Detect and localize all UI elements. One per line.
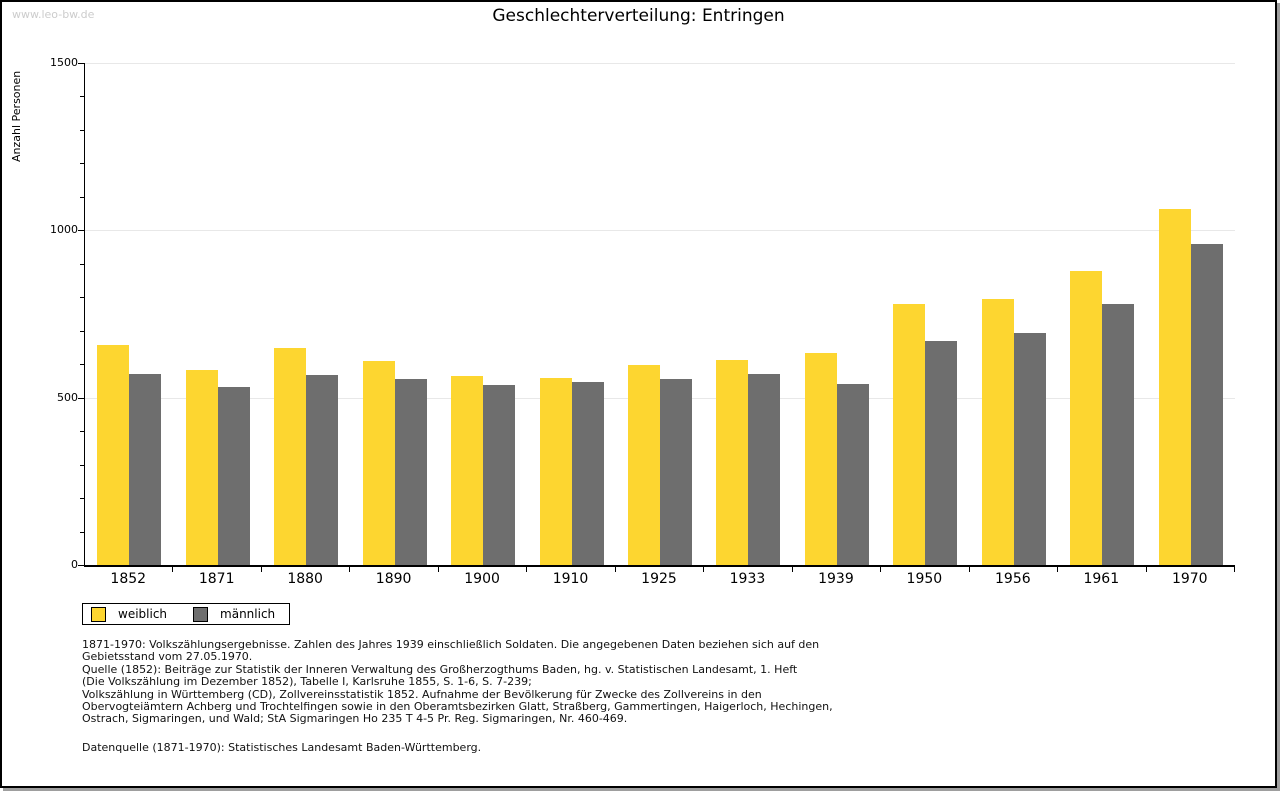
x-label-1852: 1852 [110, 571, 147, 587]
bar-männlich-1961 [1102, 303, 1135, 565]
bar-weiblich-1933 [716, 359, 749, 565]
chart-title: Geschlechterverteilung: Entringen [492, 6, 785, 26]
x-label-1950: 1950 [906, 571, 943, 587]
bar-weiblich-1890 [362, 360, 395, 565]
bar-männlich-1900 [483, 384, 516, 565]
bar-weiblich-1961 [1070, 271, 1103, 565]
y-minor-tick-1200 [80, 163, 84, 165]
legend-item-weiblich: weiblich [91, 606, 168, 622]
x-boundary-tick-12 [1145, 567, 1147, 572]
bar-männlich-1939 [836, 383, 869, 565]
y-minor-tick-1400 [80, 96, 84, 98]
x-label-1961: 1961 [1083, 571, 1120, 587]
x-label-1925: 1925 [641, 571, 677, 587]
x-boundary-tick-7 [703, 567, 705, 572]
bar-männlich-1890 [394, 378, 427, 565]
y-tick-label-1000: 1000 [50, 223, 78, 237]
y-minor-tick-900 [80, 263, 84, 265]
bar-weiblich-1900 [451, 375, 484, 565]
bar-weiblich-1925 [628, 364, 660, 565]
x-label-1956: 1956 [995, 571, 1031, 587]
legend-item-männlich: männlich [193, 606, 276, 622]
legend-label-männlich: männlich [220, 607, 276, 621]
watermark: www.leo-bw.de [12, 8, 95, 21]
footnotes: 1871-1970: Volkszählungsergebnisse. Zahl… [82, 638, 833, 754]
x-boundary-tick-1 [172, 567, 174, 572]
x-boundary-tick-13 [1234, 567, 1235, 572]
y-tick-label-1500: 1500 [50, 56, 78, 69]
bar-männlich-1871 [217, 386, 250, 565]
y-minor-tick-1300 [80, 129, 84, 131]
legend-swatch-männlich [193, 606, 209, 622]
y-major-tick-500 [78, 397, 84, 399]
x-label-1910: 1910 [552, 571, 589, 587]
footnote-line-7: Ostrach, Sigmaringen, und Wald; StA Sigm… [82, 712, 628, 726]
y-minor-tick-1100 [80, 196, 84, 198]
y-minor-tick-200 [80, 498, 84, 500]
x-label-1933: 1933 [729, 571, 766, 587]
y-minor-tick-400 [80, 431, 84, 433]
y-minor-tick-700 [80, 330, 84, 332]
y-tick-label-500: 500 [57, 390, 78, 404]
bar-weiblich-1950 [893, 303, 926, 565]
bar-männlich-1956 [1013, 333, 1046, 565]
bar-männlich-1933 [748, 374, 781, 565]
footnote-line-2: Gebietsstand vom 27.05.1970. [82, 650, 253, 664]
legend: weiblich männlich [82, 603, 291, 625]
x-label-1871: 1871 [198, 571, 235, 587]
x-label-1939: 1939 [818, 571, 854, 587]
bar-männlich-1970 [1190, 244, 1223, 565]
y-major-tick-1000 [78, 230, 84, 232]
y-major-tick-0 [78, 565, 84, 566]
y-minor-tick-800 [80, 297, 84, 299]
bar-männlich-1852 [129, 373, 162, 565]
x-label-1970: 1970 [1171, 571, 1208, 587]
bar-weiblich-1871 [185, 369, 218, 565]
footnote-line-5: Volkszählung in Württemberg (CD), Zollve… [82, 687, 762, 701]
x-boundary-tick-5 [526, 567, 528, 572]
legend-swatch-weiblich [91, 606, 106, 622]
footnote-line-3: Quelle (1852): Beiträge zur Statistik de… [82, 662, 798, 676]
x-boundary-tick-4 [437, 567, 439, 572]
x-boundary-tick-8 [791, 567, 793, 572]
footnote-lines: 1871-1970: Volkszählungsergebnisse. Zahl… [82, 638, 833, 726]
bar-weiblich-1970 [1158, 208, 1191, 565]
bar-männlich-1880 [306, 374, 339, 565]
footnote-line-1: 1871-1970: Volkszählungsergebnisse. Zahl… [82, 638, 820, 651]
footnote-line-6: Obervogteiämtern Achberg und Trochtelfin… [82, 700, 833, 714]
datasource-line: Datenquelle (1871-1970): Statistisches L… [82, 740, 482, 754]
x-boundary-tick-2 [260, 567, 262, 572]
bar-weiblich-1880 [274, 347, 307, 565]
legend-label-weiblich: weiblich [118, 607, 168, 621]
y-minor-tick-300 [80, 464, 84, 466]
bar-männlich-1950 [925, 341, 958, 565]
bar-weiblich-1939 [804, 352, 837, 565]
bar-männlich-1925 [660, 378, 692, 565]
x-label-1900: 1900 [464, 571, 500, 587]
bar-weiblich-1910 [539, 378, 572, 565]
x-boundary-tick-11 [1057, 567, 1059, 572]
gridline-1500 [85, 63, 1235, 64]
bar-weiblich-1956 [981, 298, 1014, 565]
x-boundary-tick-9 [880, 567, 882, 572]
x-label-1890: 1890 [375, 571, 412, 587]
gridline-1000 [85, 230, 1235, 232]
bar-männlich-1910 [571, 382, 604, 565]
y-minor-tick-100 [80, 531, 84, 533]
x-boundary-tick-3 [349, 567, 351, 572]
y-major-tick-1500 [78, 63, 84, 64]
x-boundary-tick-10 [968, 567, 970, 572]
plot-area [84, 63, 1235, 572]
x-boundary-tick-6 [614, 567, 616, 572]
y-axis-title: Anzahl Personen [10, 70, 23, 162]
y-minor-tick-600 [80, 364, 84, 366]
y-tick-label-0: 0 [71, 558, 78, 571]
footnote-line-4: (Die Volkszählung im Dezember 1852), Tab… [82, 675, 532, 689]
bar-weiblich-1852 [97, 344, 130, 565]
x-label-1880: 1880 [287, 571, 323, 587]
